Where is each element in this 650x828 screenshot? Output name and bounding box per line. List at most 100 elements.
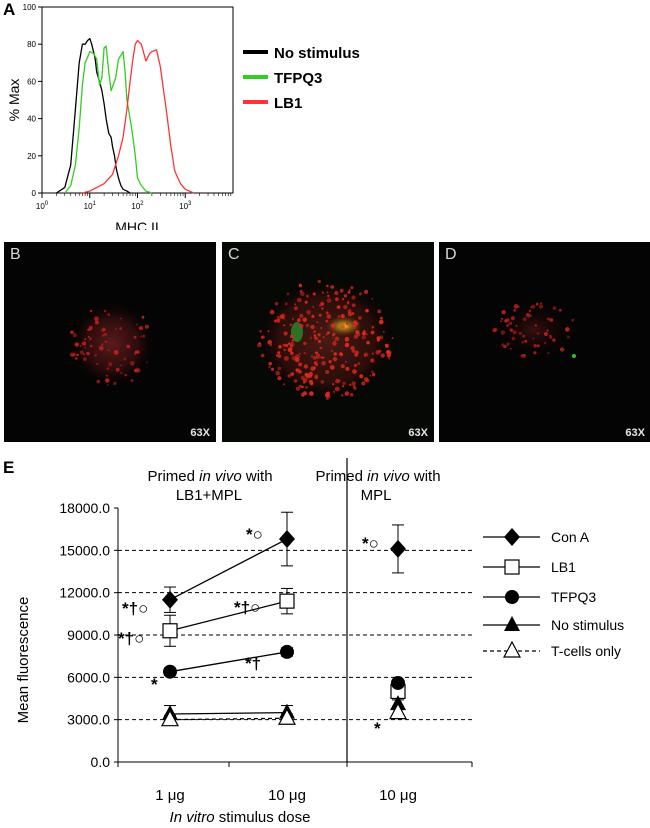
histogram-xtick-label: 100 [36,201,49,211]
fluorescent-spot [126,344,131,349]
fluorescent-spot [310,336,312,339]
marker-circle [391,675,405,690]
histogram-line-lb1 [82,39,194,194]
fluorescent-spot [86,351,90,356]
fluorescent-spot [289,334,294,339]
fluorescent-spot [552,306,557,310]
fluorescent-spot [522,354,527,358]
micrograph-d: D 63X [439,242,650,442]
xtick-10ug-left: 10 μg [268,787,306,804]
fluorescent-spot [344,360,347,364]
fluorescent-spot [277,354,282,358]
fluorescent-spot [274,301,279,306]
fluorescent-spot [331,337,334,339]
fluorescent-spot [293,306,298,311]
fluorescent-spot [320,326,323,330]
fluorescent-spot [317,353,320,356]
fluorescent-spot [305,323,310,328]
fluorescent-spot [543,341,547,345]
fluorescent-spot [114,327,117,331]
significance-annotations: *†○ *†○ *†○ *○ *○ *† * * [118,525,381,738]
fluorescent-spot [278,345,282,349]
legend-label-lb1: LB1 [274,95,302,112]
fluorescent-spot [320,380,325,384]
fluorescent-spot [335,297,339,302]
ytick-label: 0.0 [91,754,111,770]
fluorescent-spot [320,356,323,359]
fluorescent-spot [260,353,265,358]
series-tfpq3 [163,644,405,690]
fluorescent-spot [365,308,369,313]
histogram-series [56,37,194,194]
fluorescent-spot [334,290,339,296]
fluorescent-spot [113,350,119,355]
fluorescent-spot [82,357,87,361]
histogram-chart: 0 20 40 60 80 100 100 101 102 103 % Max MHC II No… [6,3,360,230]
fluorescent-spot [353,363,357,367]
fluorescent-spot [105,374,108,377]
fluorescent-spot [106,367,110,370]
fluorescent-spot [345,366,350,371]
xlabel-invitro: In vitro [170,809,215,826]
fluorescent-spot [334,339,336,342]
marker-triangle-open [389,702,407,720]
fluorescent-spot [136,323,138,326]
fluorescent-spot [294,303,297,306]
fluorescent-spot [522,334,526,338]
histogram-xtick-label: 102 [131,201,144,211]
fluorescent-spot [140,335,143,338]
fluorescent-spot [348,383,352,387]
fluorescent-spot [326,331,331,335]
fluorescent-spot [303,364,308,369]
fluorescent-spot [298,362,303,367]
fluorescent-spot [303,381,306,384]
fluorescent-spot [333,352,337,356]
fluorescent-spot [314,336,318,341]
fluorescent-spot [79,344,82,347]
fluorescent-spot [355,330,360,335]
fluorescent-spot [268,365,271,368]
fluorescent-spot [364,289,369,294]
marker-diamond [504,528,520,546]
fluorescence-series [161,511,407,727]
fluorescent-spot [512,330,517,335]
xtick-10ug-right: 10 μg [379,787,417,804]
fluorescent-spot [326,298,332,303]
fluorescent-spot [291,318,294,320]
ytick-label: 15000.0 [59,542,110,558]
fluorescent-spot [295,386,300,391]
series-t-cells-only [161,702,407,727]
fluorescent-spot [290,342,295,347]
fluorescent-spot [330,349,334,353]
marker-diamond [279,530,295,549]
series-line-con-a [169,538,288,601]
fluorescent-spot [371,326,375,329]
fluorescent-spot [349,393,354,397]
fluorescent-spot [552,338,556,342]
fluorescent-spot [342,298,345,301]
series-line-tfpq3 [169,651,288,673]
marker-square-open [279,593,295,609]
series-line-lb1 [169,600,288,632]
fluorescent-spot [322,356,325,359]
fluorescent-spot [284,343,289,348]
fluorescent-spot [342,385,345,388]
legend-label-no-stimulus: No stimulus [274,45,360,62]
fluorescent-spot [138,326,144,331]
fluorescent-spot [134,369,138,373]
fluorescent-spot [328,360,332,364]
fluorescent-spot [522,317,527,322]
fluorescent-spot [325,397,329,401]
fluorescent-spot [297,297,302,303]
fluorescent-spot [547,352,550,355]
histogram-xtick-label: 103 [179,201,192,211]
header-right-line2: MPL [361,487,392,504]
fluorescent-spot [283,324,286,327]
fluorescent-spot [107,349,110,351]
series-line-no-stimulus [169,711,288,715]
fluorescent-spot [565,327,570,332]
fluorescent-spot [104,340,108,344]
fluorescent-spot [352,325,355,328]
fluorescent-spot [325,319,329,323]
fluorescent-spot [334,322,336,324]
